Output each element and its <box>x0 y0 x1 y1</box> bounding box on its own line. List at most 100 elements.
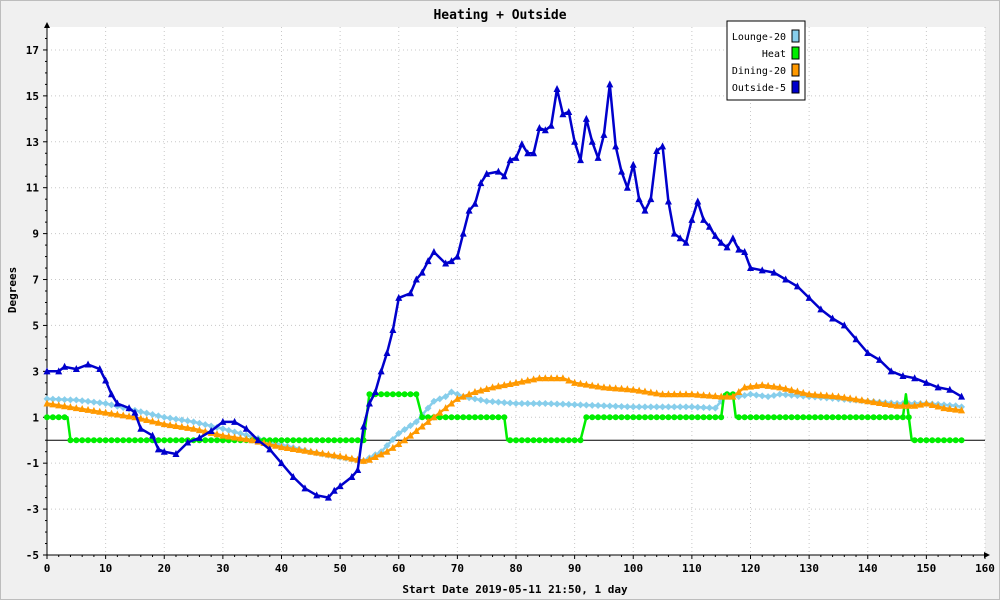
point-heat <box>747 414 754 421</box>
point-heat <box>278 437 285 444</box>
point-outside-5 <box>72 365 80 373</box>
point-lounge-20 <box>770 391 778 399</box>
point-outside-5 <box>770 268 778 276</box>
point-heat <box>161 437 168 444</box>
point-outside-5 <box>735 245 743 253</box>
y-tick-label: 1 <box>32 411 39 424</box>
legend-swatch <box>791 80 800 94</box>
point-dining-20 <box>893 401 901 409</box>
point-heat <box>589 414 596 421</box>
point-heat <box>530 437 537 444</box>
point-lounge-20 <box>137 408 145 416</box>
point-heat <box>331 437 338 444</box>
point-lounge-20 <box>201 421 209 429</box>
point-heat <box>782 414 789 421</box>
point-lounge-20 <box>518 399 526 407</box>
point-lounge-20 <box>225 426 233 434</box>
point-outside-5 <box>758 266 766 274</box>
point-dining-20 <box>864 397 872 405</box>
point-dining-20 <box>319 449 327 457</box>
point-dining-20 <box>389 443 397 451</box>
point-heat <box>419 414 426 421</box>
point-dining-20 <box>840 393 848 401</box>
point-heat <box>120 437 127 444</box>
point-heat <box>841 414 848 421</box>
point-dining-20 <box>342 453 350 461</box>
x-tick-label: 100 <box>623 562 643 575</box>
point-dining-20 <box>852 395 860 403</box>
point-heat <box>882 414 889 421</box>
point-lounge-20 <box>96 399 104 407</box>
point-heat <box>425 414 432 421</box>
point-heat <box>647 414 654 421</box>
point-outside-5 <box>448 257 456 265</box>
x-tick-label: 160 <box>975 562 995 575</box>
point-heat <box>823 414 830 421</box>
point-outside-5 <box>360 422 368 430</box>
point-dining-20 <box>834 392 842 400</box>
point-heat <box>489 414 496 421</box>
point-lounge-20 <box>635 403 643 411</box>
point-dining-20 <box>705 391 713 399</box>
point-dining-20 <box>940 404 948 412</box>
point-dining-20 <box>694 390 702 398</box>
point-dining-20 <box>547 374 555 382</box>
x-tick-label: 10 <box>99 562 112 575</box>
point-outside-5 <box>313 491 321 499</box>
point-lounge-20 <box>782 391 790 399</box>
point-heat <box>835 414 842 421</box>
point-dining-20 <box>424 417 432 425</box>
point-outside-5 <box>688 215 696 223</box>
point-dining-20 <box>917 400 925 408</box>
point-outside-5 <box>336 482 344 490</box>
point-lounge-20 <box>623 403 631 411</box>
point-heat <box>55 414 62 421</box>
point-dining-20 <box>700 391 708 399</box>
point-heat <box>946 437 953 444</box>
point-dining-20 <box>395 440 403 448</box>
point-dining-20 <box>629 385 637 393</box>
point-heat <box>858 414 865 421</box>
point-dining-20 <box>289 444 297 452</box>
point-lounge-20 <box>143 409 151 417</box>
point-lounge-20 <box>389 435 397 443</box>
point-dining-20 <box>418 422 426 430</box>
point-lounge-20 <box>764 393 772 401</box>
y-tick-label: 7 <box>32 274 39 287</box>
legend-label: Dining-20 <box>732 66 786 77</box>
point-dining-20 <box>66 403 74 411</box>
point-lounge-20 <box>107 401 115 409</box>
point-heat <box>712 414 719 421</box>
point-heat <box>583 414 590 421</box>
point-heat <box>905 414 912 421</box>
point-outside-5 <box>330 486 338 494</box>
point-dining-20 <box>530 375 538 383</box>
point-outside-5 <box>805 293 813 301</box>
point-heat <box>448 414 455 421</box>
point-heat <box>178 437 185 444</box>
point-dining-20 <box>752 381 760 389</box>
y-tick-label: 11 <box>26 182 40 195</box>
point-dining-20 <box>541 374 549 382</box>
point-heat <box>337 437 344 444</box>
point-heat <box>794 414 801 421</box>
point-lounge-20 <box>49 395 57 403</box>
x-tick-label: 50 <box>334 562 347 575</box>
point-heat <box>741 414 748 421</box>
point-dining-20 <box>225 432 233 440</box>
point-lounge-20 <box>102 399 110 407</box>
point-outside-5 <box>113 399 121 407</box>
point-heat <box>342 437 349 444</box>
point-heat <box>958 437 965 444</box>
point-outside-5 <box>817 305 825 313</box>
point-heat <box>548 437 555 444</box>
point-dining-20 <box>635 386 643 394</box>
point-heat <box>641 414 648 421</box>
point-dining-20 <box>61 402 69 410</box>
x-tick-label: 130 <box>799 562 819 575</box>
point-dining-20 <box>588 381 596 389</box>
point-outside-5 <box>442 259 450 267</box>
point-outside-5 <box>618 167 626 175</box>
point-lounge-20 <box>406 422 414 430</box>
x-tick-label: 60 <box>392 562 405 575</box>
